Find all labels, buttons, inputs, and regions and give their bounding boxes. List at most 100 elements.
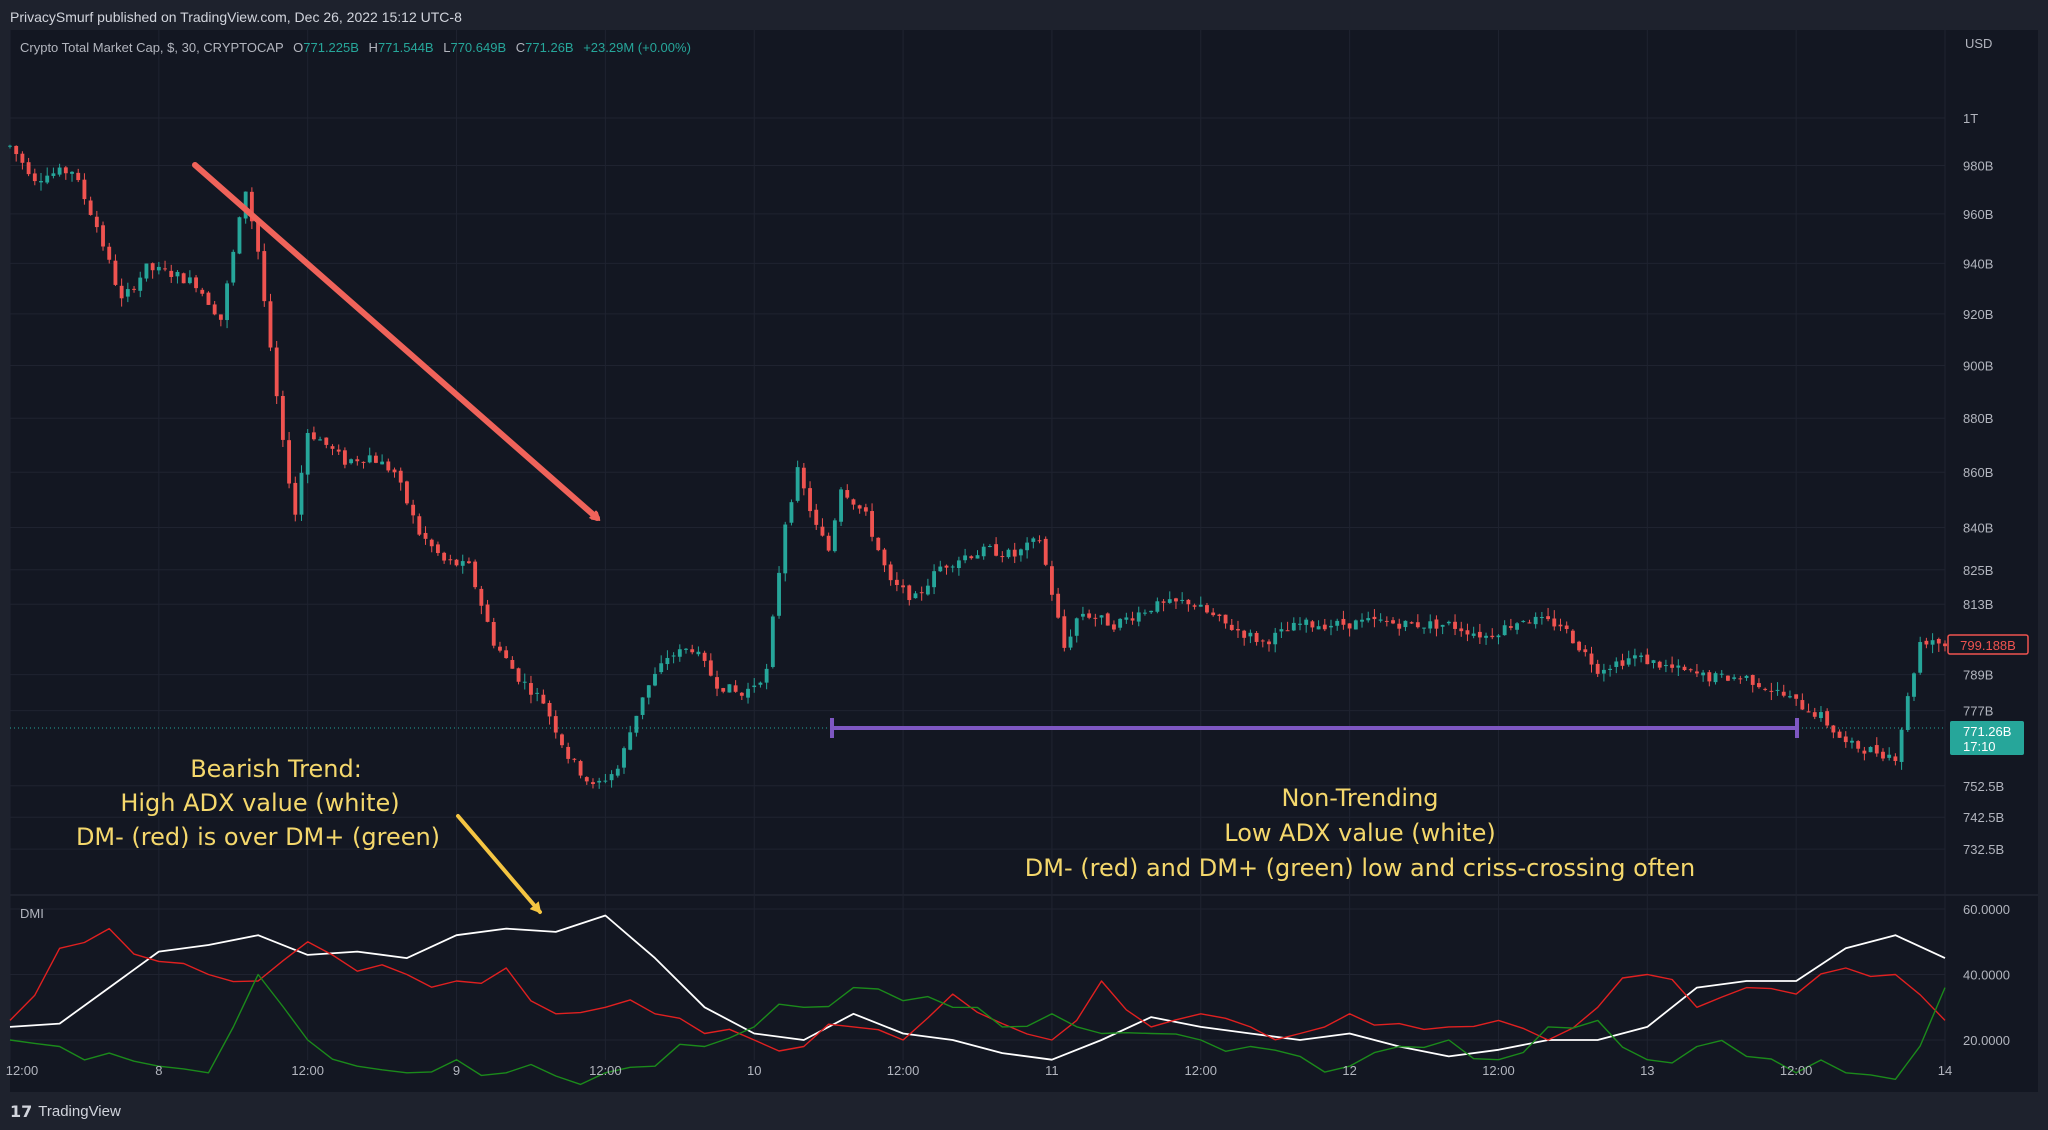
candle: [1496, 634, 1501, 645]
candle-body: [615, 768, 620, 776]
candle: [1223, 614, 1228, 629]
candle: [39, 172, 43, 191]
candle-body: [795, 467, 800, 501]
candle-body: [63, 167, 68, 174]
candle: [1384, 616, 1389, 627]
candle-body: [764, 668, 769, 683]
candle: [1713, 671, 1718, 685]
candle-body: [311, 432, 316, 440]
candle: [1025, 537, 1030, 559]
candle-body: [1843, 736, 1848, 743]
candle: [212, 301, 217, 316]
candle: [1595, 659, 1600, 678]
candle-body: [405, 481, 409, 504]
candle-body: [770, 616, 775, 667]
candle: [1899, 727, 1904, 770]
candle-body: [863, 507, 868, 512]
candle-body: [888, 564, 893, 581]
candle-body: [94, 216, 99, 228]
candle-body: [1211, 612, 1216, 616]
candle-body: [1192, 605, 1197, 607]
candle-body: [1018, 549, 1023, 556]
candle-body: [1043, 538, 1048, 565]
candle-body: [950, 566, 955, 568]
dmi-indicator-label[interactable]: DMI: [20, 906, 44, 921]
chart-area[interactable]: [10, 30, 2038, 1092]
price-tick-label: 920B: [1963, 307, 1993, 322]
candle-body: [609, 774, 614, 781]
candle-body: [963, 555, 968, 561]
candle: [231, 249, 236, 286]
candle: [268, 293, 273, 352]
candle-body: [1502, 625, 1507, 636]
candle: [361, 461, 366, 469]
candle-body: [156, 266, 161, 271]
candle-body: [1378, 619, 1383, 621]
candle: [938, 560, 943, 573]
candle: [187, 270, 192, 285]
candle: [194, 275, 198, 293]
candle: [994, 537, 999, 557]
candle-body: [1422, 627, 1426, 629]
candle: [1248, 629, 1253, 644]
non-trending-line-adx: Low ADX value (white): [1224, 819, 1495, 847]
candle-body: [1819, 712, 1823, 719]
candle: [1763, 687, 1768, 692]
candle-body: [994, 544, 999, 556]
candle-body: [1409, 622, 1414, 624]
candle: [1546, 607, 1550, 622]
candle-body: [1130, 618, 1135, 621]
candle-body: [597, 780, 602, 783]
candle-body: [1298, 623, 1302, 625]
candle: [832, 518, 837, 553]
candle: [88, 196, 93, 216]
tradingview-logo[interactable]: 17 TradingView: [10, 1102, 121, 1121]
candle: [1322, 618, 1327, 632]
candle-body: [293, 482, 298, 515]
candle-body: [1180, 599, 1185, 601]
candle: [125, 282, 130, 303]
candle: [1589, 646, 1594, 673]
price-tick-label: 840B: [1963, 520, 1993, 535]
candle: [1397, 618, 1402, 636]
candle-body: [839, 489, 843, 522]
candle: [1304, 617, 1309, 633]
candle-body: [801, 467, 806, 489]
candle-body: [1471, 633, 1476, 636]
candle-body: [380, 461, 385, 465]
candle: [1378, 613, 1383, 623]
candle-body: [932, 571, 937, 588]
candle-body: [1000, 556, 1005, 558]
symbol-legend[interactable]: Crypto Total Market Cap, $, 30, CRYPTOCA…: [20, 40, 691, 55]
candle: [727, 684, 732, 693]
candle-body: [1601, 669, 1606, 674]
candle: [318, 436, 323, 441]
candle: [1521, 620, 1526, 623]
candle-body: [45, 175, 50, 183]
candle-body: [1893, 756, 1898, 761]
candle-body: [1347, 623, 1352, 629]
candle: [262, 243, 267, 307]
candle: [1688, 668, 1693, 673]
candle: [398, 467, 403, 491]
candle-body: [436, 544, 440, 554]
candle-body: [628, 732, 633, 750]
candle-body: [1012, 549, 1017, 557]
price-tick-label: 752.5B: [1963, 779, 2004, 794]
candle-body: [479, 588, 484, 606]
candle: [473, 559, 478, 590]
candle: [355, 455, 360, 466]
candle-body: [832, 520, 837, 552]
candle: [342, 447, 347, 469]
candle: [249, 187, 254, 230]
candle-body: [1527, 622, 1532, 624]
candle-body: [1099, 615, 1104, 618]
candle: [237, 216, 242, 255]
candle: [1434, 615, 1439, 637]
candle: [1043, 536, 1048, 567]
candle-body: [727, 684, 732, 693]
time-tick-label: 12:00: [589, 1063, 622, 1078]
candle: [1794, 694, 1799, 706]
candle-body: [1769, 690, 1774, 692]
